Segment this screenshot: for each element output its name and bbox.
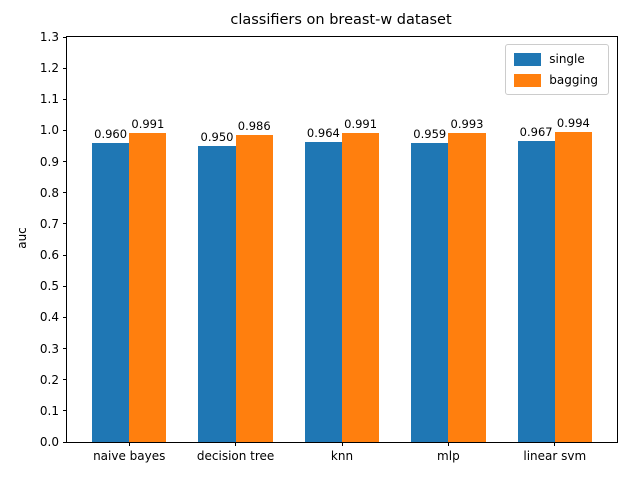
bar-value-label-single-decision-tree: 0.950 [200,130,234,145]
bar-single-mlp [411,143,449,442]
legend: single bagging [505,44,609,95]
bar-single-decision-tree [198,146,236,442]
y-tick-label: 1.1 [39,92,59,107]
x-tick-mark [341,442,343,446]
bar-single-knn [304,141,342,442]
x-tick-label-mlp: mlp [437,449,460,463]
y-tick-label: 0.8 [39,185,59,200]
y-tick-label: 0.9 [39,154,59,169]
x-tick-label-naive-bayes: naive bayes [93,449,166,463]
bar-bagging-linear-svm [554,132,592,442]
y-tick-label: 1.3 [39,30,59,44]
x-tick-label-decision-tree: decision tree [196,449,275,463]
y-tick-mark [63,348,67,350]
y-tick-mark [63,441,67,443]
y-tick-label: 1.0 [39,123,59,138]
y-tick-mark [63,316,67,318]
x-tick-mark [128,442,130,446]
x-tick-label-knn: knn [330,449,354,463]
y-tick-label: 0.2 [39,372,59,387]
bar-value-label-bagging-naive-bayes: 0.991 [131,117,165,132]
legend-label-bagging: bagging [549,73,598,87]
legend-swatch-bagging [514,73,542,87]
y-tick-mark [63,410,67,412]
bar-bagging-naive-bayes [129,133,167,442]
y-tick-mark [63,67,67,69]
bar-value-label-single-mlp: 0.959 [413,127,447,142]
bar-value-label-single-naive-bayes: 0.960 [94,126,128,141]
plot-area: single bagging 0.0 0.1 0.2 0.3 0.4 0.5 0.6 0.7 0… [40,30,618,463]
bar-value-label-bagging-linear-svm: 0.994 [556,116,590,131]
y-tick-label: 0.7 [39,216,59,231]
y-tick-label: 0.3 [39,341,59,356]
legend-row-bagging: bagging [514,73,598,87]
bar-value-label-bagging-knn: 0.991 [344,117,378,132]
bar-bagging-knn [342,133,380,442]
bar-value-label-bagging-decision-tree: 0.986 [237,118,271,133]
chart-title: classifiers on breast-w dataset [230,12,452,28]
legend-row-single: single [514,52,598,66]
y-tick-mark [63,161,67,163]
y-tick-mark [63,192,67,194]
x-tick-mark [235,442,237,446]
bar-single-linear-svm [517,140,555,442]
y-tick-mark [63,129,67,131]
y-tick-mark [63,223,67,225]
legend-swatch-single [514,52,542,66]
bar-bagging-mlp [448,132,486,442]
bar-value-label-bagging-mlp: 0.993 [450,116,484,131]
y-tick-mark [63,379,67,381]
y-tick-mark [63,285,67,287]
bar-value-label-single-linear-svm: 0.967 [519,124,553,139]
bar-value-label-single-knn: 0.964 [306,125,340,140]
y-tick-label: 0.4 [39,310,59,325]
y-tick-mark [63,254,67,256]
y-tick-label: 0.1 [39,403,59,418]
y-tick-mark [63,36,67,38]
x-tick-mark [554,442,556,446]
y-tick-label: 1.2 [39,61,59,76]
legend-label-single: single [549,52,585,66]
y-tick-label: 0.5 [39,279,59,294]
y-tick-mark [63,98,67,100]
y-tick-label: 0.0 [39,435,59,449]
x-tick-mark [447,442,449,446]
bar-bagging-decision-tree [235,134,273,442]
bar-single-naive-bayes [92,142,130,442]
x-tick-label-linear-svm: linear svm [523,449,587,463]
y-tick-label: 0.6 [39,248,59,263]
y-axis-label: auc [15,227,29,249]
